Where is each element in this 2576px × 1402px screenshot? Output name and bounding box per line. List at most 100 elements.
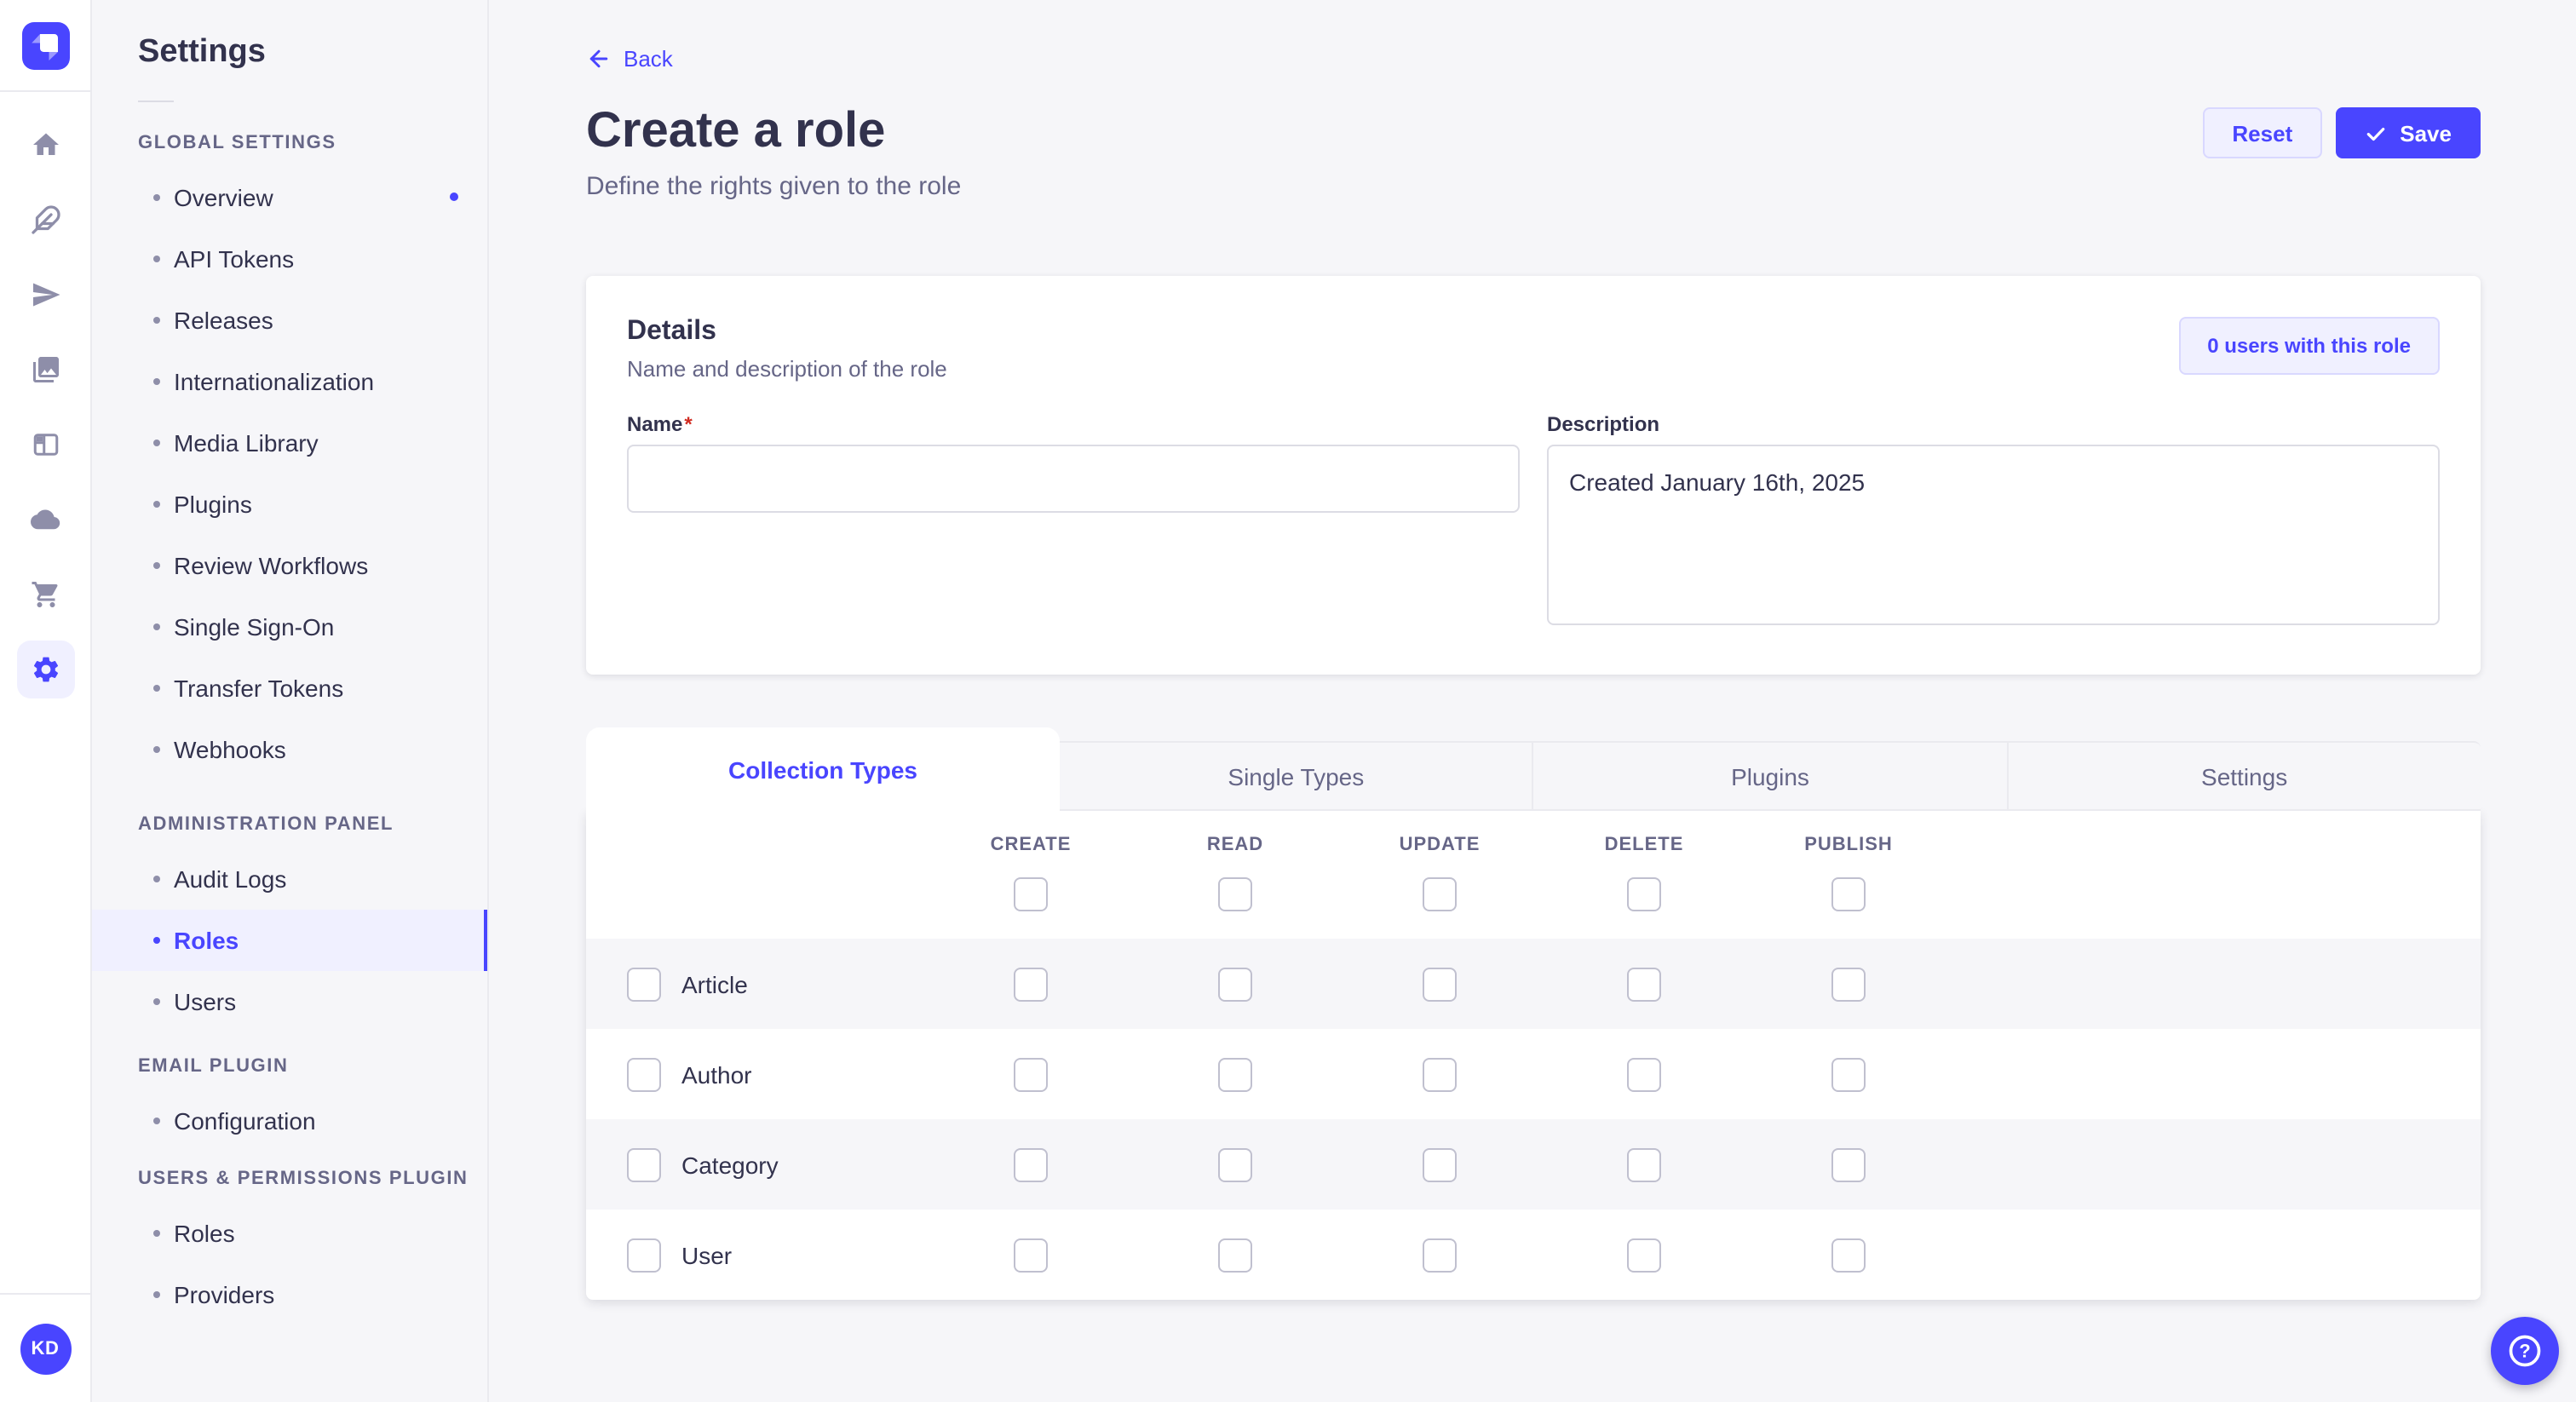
sidebar-item-up-roles[interactable]: Roles (92, 1203, 487, 1264)
user-update-checkbox[interactable] (1423, 1238, 1457, 1272)
permission-row-category: Category (586, 1119, 2481, 1210)
tab-collection-types[interactable]: Collection Types (586, 727, 1060, 811)
description-textarea[interactable]: Created January 16th, 2025 (1547, 445, 2440, 625)
details-subtitle: Name and description of the role (627, 356, 947, 382)
permission-row-author: Author (586, 1029, 2481, 1119)
sidebar-item-label: Overview (174, 184, 273, 211)
bullet-icon (153, 998, 160, 1005)
sidebar-item-releases[interactable]: Releases (92, 290, 487, 351)
category-publish-checkbox[interactable] (1831, 1147, 1866, 1181)
article-publish-checkbox[interactable] (1831, 967, 1866, 1001)
name-label: Name * (627, 412, 1520, 436)
notification-dot (450, 192, 458, 201)
column-label-read: READ (1206, 835, 1264, 855)
user-create-checkbox[interactable] (1014, 1238, 1048, 1272)
sidebar-item-label: Audit Logs (174, 865, 287, 893)
article-delete-checkbox[interactable] (1627, 967, 1661, 1001)
article-create-checkbox[interactable] (1014, 967, 1048, 1001)
reset-button[interactable]: Reset (2203, 107, 2322, 158)
strapi-logo[interactable] (21, 21, 69, 69)
layout-icon (32, 434, 58, 456)
save-label: Save (2400, 120, 2452, 146)
select-all-update-checkbox[interactable] (1423, 877, 1457, 911)
releases-nav-button[interactable] (16, 266, 74, 324)
category-read-checkbox[interactable] (1218, 1147, 1252, 1181)
sidebar-item-label: Single Sign-On (174, 613, 335, 641)
column-label-create: CREATE (990, 835, 1072, 855)
arrow-left-icon (589, 49, 608, 68)
sidebar-item-admin-users[interactable]: Users (92, 971, 487, 1032)
save-button[interactable]: Save (2335, 107, 2481, 158)
details-title-block: Details Name and description of the role (627, 317, 947, 382)
name-input[interactable] (627, 445, 1520, 513)
content-manager-nav-button[interactable] (16, 191, 74, 249)
sidebar-item-email-configuration[interactable]: Configuration (92, 1090, 487, 1152)
sidebar-item-admin-roles[interactable]: Roles (92, 910, 487, 971)
section-email-plugin: EMAIL PLUGIN (138, 1056, 289, 1077)
category-create-checkbox[interactable] (1014, 1147, 1048, 1181)
select-all-create-checkbox[interactable] (1014, 877, 1048, 911)
sidebar-item-internationalization[interactable]: Internationalization (92, 351, 487, 412)
sidebar-item-transfer-tokens[interactable]: Transfer Tokens (92, 658, 487, 719)
content-type-builder-nav-button[interactable] (16, 416, 74, 474)
shopping-cart-icon (31, 582, 57, 607)
sidebar-item-plugins[interactable]: Plugins (92, 474, 487, 535)
cloud-icon (30, 509, 60, 530)
sidebar-item-label: Users (174, 988, 237, 1015)
media-library-nav-button[interactable] (16, 341, 74, 399)
sidebar-item-api-tokens[interactable]: API Tokens (92, 228, 487, 290)
category-row-checkbox[interactable] (627, 1147, 661, 1181)
inactive-tabs: Single Types Plugins Settings (1060, 741, 2481, 811)
tab-settings[interactable]: Settings (2006, 743, 2481, 809)
bullet-icon (153, 317, 160, 324)
sidebar-item-media-library[interactable]: Media Library (92, 412, 487, 474)
back-link[interactable]: Back (586, 46, 673, 72)
sidebar-item-review-workflows[interactable]: Review Workflows (92, 535, 487, 596)
author-update-checkbox[interactable] (1423, 1057, 1457, 1091)
required-asterisk: * (684, 412, 693, 436)
bullet-icon (153, 746, 160, 753)
select-all-read-checkbox[interactable] (1218, 877, 1252, 911)
author-read-checkbox[interactable] (1218, 1057, 1252, 1091)
cloud-nav-button[interactable] (16, 491, 74, 549)
select-all-publish-checkbox[interactable] (1831, 877, 1866, 911)
description-label: Description (1547, 412, 1660, 436)
author-create-checkbox[interactable] (1014, 1057, 1048, 1091)
home-nav-button[interactable] (16, 116, 74, 174)
select-all-delete-checkbox[interactable] (1627, 877, 1661, 911)
sidebar-item-audit-logs[interactable]: Audit Logs (92, 848, 487, 910)
article-update-checkbox[interactable] (1423, 967, 1457, 1001)
marketplace-nav-button[interactable] (16, 566, 74, 623)
user-avatar[interactable]: KD (20, 1323, 71, 1374)
user-delete-checkbox[interactable] (1627, 1238, 1661, 1272)
bullet-icon (153, 685, 160, 692)
category-delete-checkbox[interactable] (1627, 1147, 1661, 1181)
sidebar-item-up-providers[interactable]: Providers (92, 1264, 487, 1325)
settings-nav-button[interactable] (16, 641, 74, 698)
strapi-logo-icon (31, 33, 57, 60)
main-content: Back Create a role Define the rights giv… (489, 0, 2576, 1402)
article-read-checkbox[interactable] (1218, 967, 1252, 1001)
bullet-icon (153, 876, 160, 882)
sidebar-item-single-sign-on[interactable]: Single Sign-On (92, 596, 487, 658)
user-publish-checkbox[interactable] (1831, 1238, 1866, 1272)
author-row-checkbox[interactable] (627, 1057, 661, 1091)
sidebar-item-webhooks[interactable]: Webhooks (92, 719, 487, 780)
user-row-checkbox[interactable] (627, 1238, 661, 1272)
users-with-role-button[interactable]: 0 users with this role (2178, 317, 2440, 375)
help-button[interactable]: ? (2491, 1317, 2559, 1385)
category-update-checkbox[interactable] (1423, 1147, 1457, 1181)
page-title-block: Create a role Define the rights given to… (586, 101, 961, 201)
author-publish-checkbox[interactable] (1831, 1057, 1866, 1091)
sidebar-item-overview[interactable]: Overview (92, 167, 487, 228)
author-delete-checkbox[interactable] (1627, 1057, 1661, 1091)
icon-rail: KD (0, 0, 92, 1402)
article-row-checkbox[interactable] (627, 967, 661, 1001)
column-create: CREATE (929, 835, 1133, 911)
user-read-checkbox[interactable] (1218, 1238, 1252, 1272)
bullet-icon (153, 378, 160, 385)
tab-plugins[interactable]: Plugins (1532, 743, 2007, 809)
page-subtitle: Define the rights given to the role (586, 172, 962, 201)
tab-single-types[interactable]: Single Types (1228, 762, 1365, 790)
